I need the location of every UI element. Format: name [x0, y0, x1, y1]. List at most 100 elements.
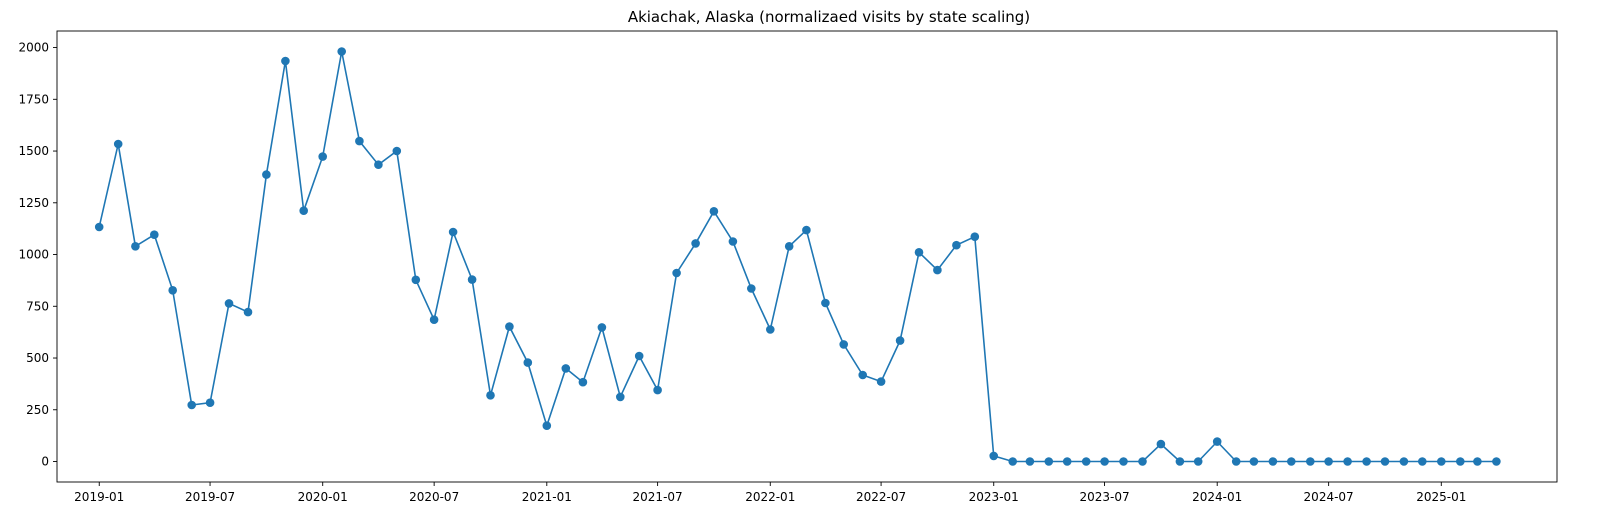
data-point: [429, 315, 439, 325]
data-point: [1025, 457, 1035, 466]
data-point: [318, 152, 328, 161]
data-point: [653, 385, 662, 395]
x-tick-label: 2019-01: [74, 490, 124, 504]
data-point: [1437, 457, 1446, 466]
data-point: [802, 225, 811, 235]
data-point: [411, 275, 421, 285]
data-point: [1231, 457, 1241, 466]
data-point: [1456, 457, 1465, 466]
data-point: [952, 240, 961, 250]
data-point: [914, 248, 924, 257]
data-point: [895, 336, 905, 345]
y-axis: 0 250 500 750 1000 1250 1500 1750 2000: [18, 41, 57, 469]
data-point: [933, 265, 942, 275]
data-point: [672, 268, 681, 278]
plot-area: [94, 47, 1501, 466]
data-point: [1362, 457, 1371, 466]
data-point: [858, 370, 867, 380]
data-point: [561, 364, 571, 373]
data-point: [243, 307, 253, 317]
data-point: [1119, 457, 1128, 466]
y-tick-label: 1000: [18, 248, 49, 262]
chart-title: Akiachak, Alaska (normalizaed visits by …: [628, 8, 1030, 26]
data-point: [709, 207, 719, 216]
data-point: [1473, 457, 1482, 466]
data-point: [337, 47, 347, 56]
data-point: [1380, 457, 1390, 466]
y-tick-label: 250: [26, 403, 49, 417]
data-point: [150, 230, 159, 239]
data-point: [1287, 457, 1296, 466]
data-point: [262, 170, 271, 179]
data-point: [1175, 457, 1185, 466]
data-point: [821, 298, 830, 308]
data-point: [187, 400, 196, 410]
data-point: [94, 222, 104, 232]
data-point: [224, 299, 234, 308]
data-point: [616, 392, 625, 402]
x-tick-label: 2025-01: [1416, 490, 1466, 504]
data-point: [1324, 457, 1333, 466]
data-point: [1138, 457, 1147, 466]
data-point: [728, 237, 738, 246]
x-tick-label: 2019-07: [185, 490, 235, 504]
axes-frame: [56, 30, 1558, 483]
data-point: [691, 239, 700, 248]
data-point: [505, 322, 514, 331]
data-point: [747, 284, 756, 293]
data-point: [1008, 457, 1017, 466]
data-point: [113, 139, 123, 149]
y-tick-label: 1500: [18, 144, 49, 158]
data-point: [1081, 457, 1091, 466]
data-point: [1156, 439, 1166, 449]
data-point: [1044, 457, 1054, 466]
data-point: [486, 391, 495, 400]
data-point: [989, 451, 998, 461]
data-point: [578, 377, 588, 387]
data-point: [448, 227, 458, 237]
data-point: [523, 358, 533, 367]
data-point: [131, 242, 140, 251]
data-point: [1399, 457, 1409, 466]
data-point: [1212, 437, 1222, 446]
data-point: [467, 275, 477, 284]
x-axis: 2019-01 2019-07 2020-01 2020-07 2021-01 2021-…: [74, 482, 1466, 504]
x-tick-label: 2023-07: [1079, 490, 1129, 504]
data-point: [355, 136, 364, 146]
y-tick-label: 1750: [18, 92, 49, 106]
y-tick-label: 2000: [18, 41, 49, 55]
data-point: [1418, 457, 1427, 466]
x-tick-label: 2022-01: [745, 490, 795, 504]
x-tick-label: 2020-07: [409, 490, 459, 504]
data-point: [839, 340, 848, 349]
data-point: [168, 286, 177, 295]
data-point: [634, 351, 644, 361]
data-point: [597, 323, 607, 332]
data-point: [542, 421, 552, 431]
data-point: [1193, 457, 1203, 466]
data-point: [281, 56, 290, 66]
y-tick-label: 0: [41, 455, 49, 469]
y-tick-label: 500: [26, 351, 49, 365]
data-point: [1062, 457, 1072, 466]
y-tick-label: 750: [26, 299, 49, 313]
x-tick-label: 2023-01: [969, 490, 1019, 504]
data-point: [1492, 457, 1501, 466]
x-tick-label: 2022-07: [856, 490, 906, 504]
data-point: [876, 377, 886, 386]
data-point: [392, 146, 402, 156]
series-line: [98, 51, 1497, 463]
data-point: [1100, 457, 1109, 466]
data-point: [299, 206, 309, 215]
data-point: [1268, 457, 1278, 466]
y-tick-label: 1250: [18, 196, 49, 210]
x-tick-label: 2021-01: [522, 490, 572, 504]
data-point: [1343, 457, 1352, 466]
data-point: [205, 398, 215, 408]
data-point: [1306, 457, 1315, 466]
x-tick-label: 2020-01: [298, 490, 348, 504]
x-tick-label: 2021-07: [633, 490, 683, 504]
data-point: [970, 232, 980, 241]
data-point: [374, 160, 383, 169]
